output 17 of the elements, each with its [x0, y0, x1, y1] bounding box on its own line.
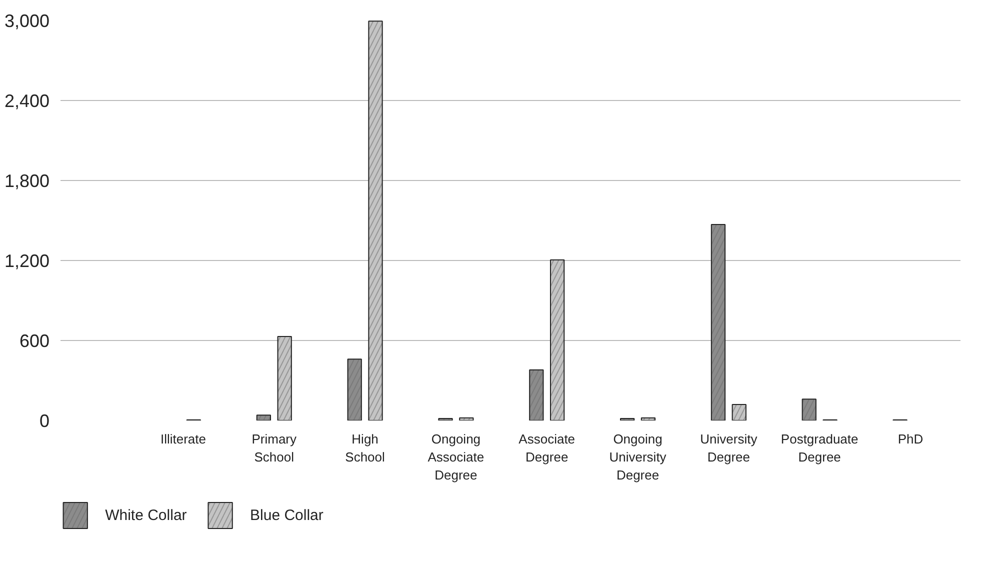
x-tick-label: University Degree	[700, 432, 758, 464]
legend-label: Blue Collar	[250, 507, 324, 524]
y-tick-label: 600	[19, 331, 50, 351]
x-tick-label: Ongoing University Degree	[609, 432, 667, 482]
legend-label: White Collar	[105, 507, 187, 524]
x-tick-label: PhD	[898, 432, 924, 446]
x-tick-label: Associate Degree	[518, 432, 576, 464]
x-tick-label: Ongoing Associate Degree	[428, 432, 484, 482]
y-tick-label: 1,800	[4, 171, 50, 191]
y-tick-label: 3,000	[4, 11, 50, 31]
x-tick-label: High School	[345, 432, 386, 464]
y-tick-label: 1,200	[4, 251, 50, 271]
y-tick-label: 2,400	[4, 91, 50, 111]
y-tick-label: 0	[39, 411, 50, 431]
x-tick-label: Postgraduate Degree	[780, 432, 858, 464]
x-tick-label: Primary School	[252, 432, 298, 464]
x-tick-label: Illiterate	[160, 432, 206, 446]
